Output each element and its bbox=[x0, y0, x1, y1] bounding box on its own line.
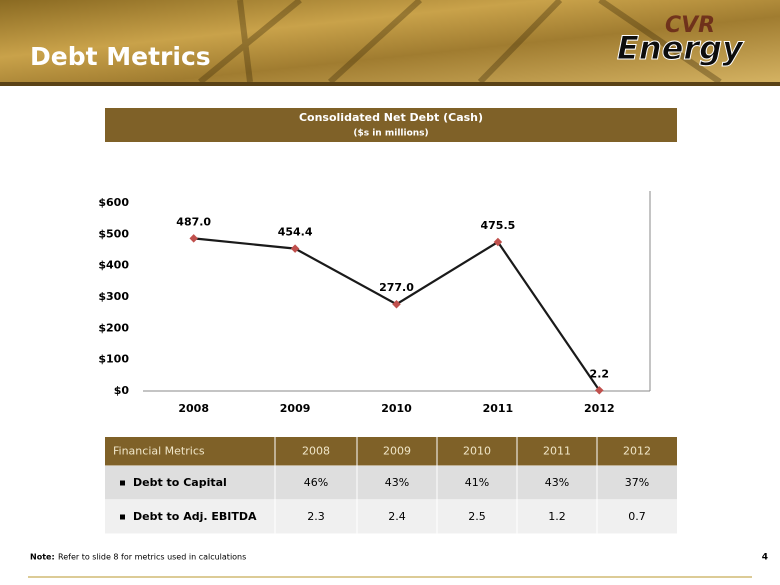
table-row bbox=[105, 466, 677, 500]
column-header: 2012 bbox=[623, 445, 651, 458]
note-text: Refer to slide 8 for metrics used in cal… bbox=[58, 553, 246, 562]
data-label: 475.5 bbox=[481, 219, 516, 232]
chart: $0 $100 $200 $300 $400 $500 $600 2008 2009 2010 20… bbox=[98, 191, 651, 415]
x-tick-label: 2009 bbox=[280, 402, 311, 415]
column-header: 2010 bbox=[463, 445, 491, 458]
bullet bbox=[120, 514, 125, 520]
x-tick-label: 2008 bbox=[178, 402, 209, 415]
cell: 43% bbox=[385, 476, 409, 489]
y-tick-label: $200 bbox=[98, 321, 129, 334]
header-row bbox=[105, 437, 677, 466]
table-row bbox=[105, 500, 677, 534]
data-label: 487.0 bbox=[176, 215, 211, 228]
chart-subtitle: ($s in millions) bbox=[353, 129, 428, 139]
cell: 2.5 bbox=[468, 510, 486, 523]
bullet bbox=[120, 480, 125, 486]
cell: 2.3 bbox=[307, 510, 325, 523]
chart-title-box bbox=[105, 108, 677, 142]
line-series bbox=[193, 237, 601, 391]
logo-bottom: Energy bbox=[617, 29, 744, 67]
cell: 37% bbox=[625, 476, 649, 489]
y-tick-label: $0 bbox=[114, 384, 130, 397]
data-label: 2.2 bbox=[590, 367, 610, 380]
cell: 1.2 bbox=[548, 510, 566, 523]
header-decor bbox=[198, 0, 722, 85]
y-tick-label: $500 bbox=[98, 227, 129, 240]
row-label: Debt to Adj. EBITDA bbox=[133, 510, 257, 523]
table: Financial Metrics 2008 2009 2010 2011 2012 Deb… bbox=[105, 437, 677, 535]
marker bbox=[290, 244, 300, 253]
cell: 43% bbox=[545, 476, 569, 489]
y-tick-label: $100 bbox=[98, 353, 129, 366]
column-header: Financial Metrics bbox=[113, 445, 205, 458]
y-tick-label: $300 bbox=[98, 290, 129, 303]
row-label: Debt to Capital bbox=[133, 476, 227, 489]
header-rule bbox=[0, 82, 780, 86]
logo-top: CVR bbox=[665, 13, 715, 38]
page-title: Debt Metrics bbox=[30, 42, 211, 71]
chart-title: Consolidated Net Debt (Cash) bbox=[299, 111, 483, 124]
column-header: 2009 bbox=[383, 445, 411, 458]
y-tick-label: $600 bbox=[98, 196, 129, 209]
x-tick-label: 2012 bbox=[584, 402, 615, 415]
x-tick-label: 2010 bbox=[381, 402, 412, 415]
cell: 46% bbox=[304, 476, 328, 489]
data-label: 454.4 bbox=[278, 226, 313, 239]
cell: 0.7 bbox=[628, 510, 646, 523]
y-tick-label: $400 bbox=[98, 259, 129, 272]
header-band bbox=[0, 0, 780, 82]
column-header: 2008 bbox=[302, 445, 330, 458]
marker bbox=[493, 237, 503, 247]
cell: 41% bbox=[465, 476, 489, 489]
marker bbox=[189, 234, 198, 243]
column-header: 2011 bbox=[543, 445, 571, 458]
data-label: 277.0 bbox=[379, 281, 414, 294]
marker bbox=[392, 299, 401, 309]
cell: 2.4 bbox=[388, 510, 406, 523]
page-number: 4 bbox=[762, 553, 768, 563]
note-label: Note: bbox=[30, 553, 55, 562]
x-tick-label: 2011 bbox=[483, 402, 514, 415]
marker bbox=[595, 386, 604, 395]
